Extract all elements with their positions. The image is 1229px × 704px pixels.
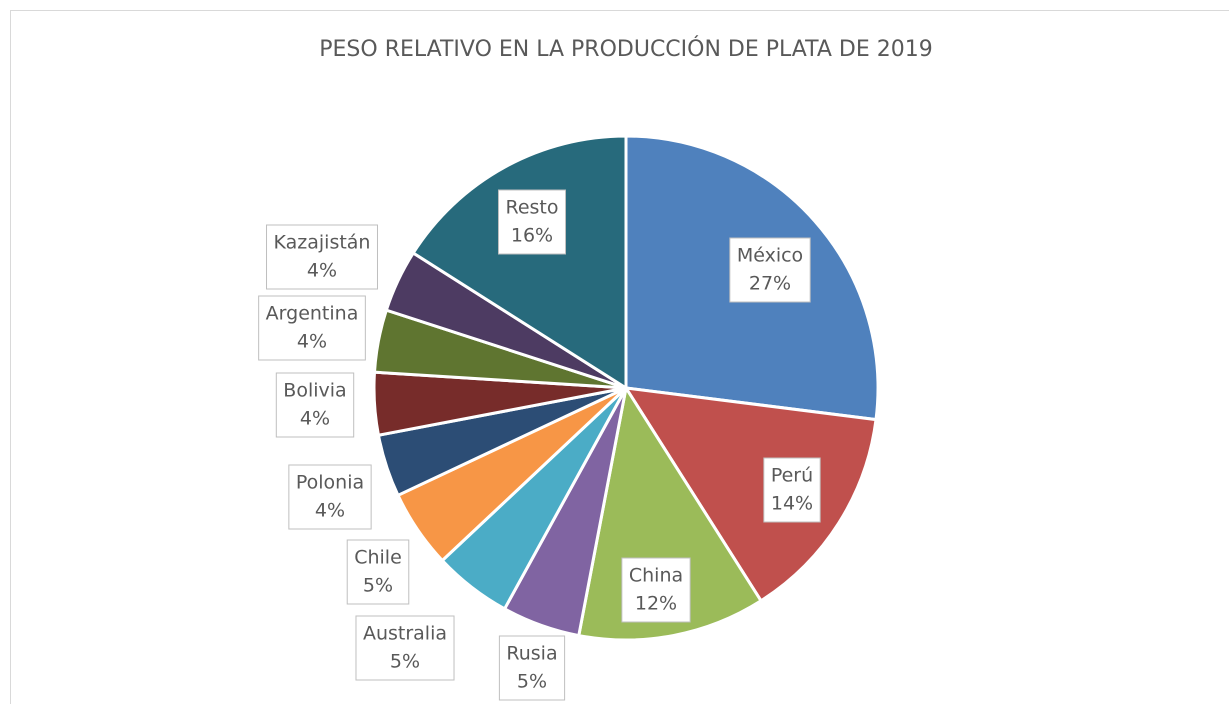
label-category: Australia	[363, 623, 447, 645]
label-box	[346, 539, 410, 605]
label-value: 12%	[635, 593, 677, 615]
label-box	[288, 464, 372, 530]
label-box	[498, 635, 566, 701]
label-value: 5%	[390, 651, 420, 673]
label-category: Perú	[771, 465, 813, 487]
label-box	[763, 457, 821, 523]
label-value: 5%	[363, 575, 393, 597]
label-value: 5%	[517, 671, 547, 693]
label-category: Bolivia	[283, 380, 346, 402]
data-label: Resto 16%	[497, 189, 567, 255]
label-value: 4%	[297, 331, 327, 353]
data-label: México 27%	[729, 237, 811, 303]
label-value: 16%	[511, 225, 553, 247]
data-label: Perú 14%	[763, 457, 821, 523]
label-value: 4%	[315, 500, 345, 522]
label-value: 27%	[749, 273, 791, 295]
data-label: Bolivia 4%	[275, 372, 355, 438]
label-category: China	[629, 565, 683, 587]
label-box	[621, 557, 691, 623]
label-box	[258, 295, 366, 361]
label-category: Argentina	[266, 303, 359, 325]
label-category: México	[737, 245, 803, 267]
label-category: Kazajistán	[274, 232, 371, 254]
label-category: Resto	[505, 197, 558, 219]
label-category: Polonia	[296, 472, 364, 494]
label-box	[497, 189, 567, 255]
label-box	[729, 237, 811, 303]
label-box	[355, 615, 455, 681]
pie-slice	[411, 134, 628, 391]
label-category: Chile	[354, 547, 402, 569]
data-label: Argentina 4%	[258, 295, 366, 361]
data-label: Rusia 5%	[498, 635, 566, 701]
data-label: Chile 5%	[346, 539, 410, 605]
pie-slice	[623, 386, 878, 603]
chart-title: PESO RELATIVO EN LA PRODUCCIÓN DE PLATA …	[319, 36, 932, 62]
data-label: Kazajistán 4%	[266, 224, 378, 290]
data-label: Australia 5%	[355, 615, 455, 681]
data-label: Polonia 4%	[288, 464, 372, 530]
label-value: 4%	[300, 408, 330, 430]
label-box	[266, 224, 378, 290]
data-label: China 12%	[621, 557, 691, 623]
label-value: 4%	[307, 260, 337, 282]
label-box	[275, 372, 355, 438]
label-value: 14%	[771, 493, 813, 515]
label-category: Rusia	[506, 643, 557, 665]
